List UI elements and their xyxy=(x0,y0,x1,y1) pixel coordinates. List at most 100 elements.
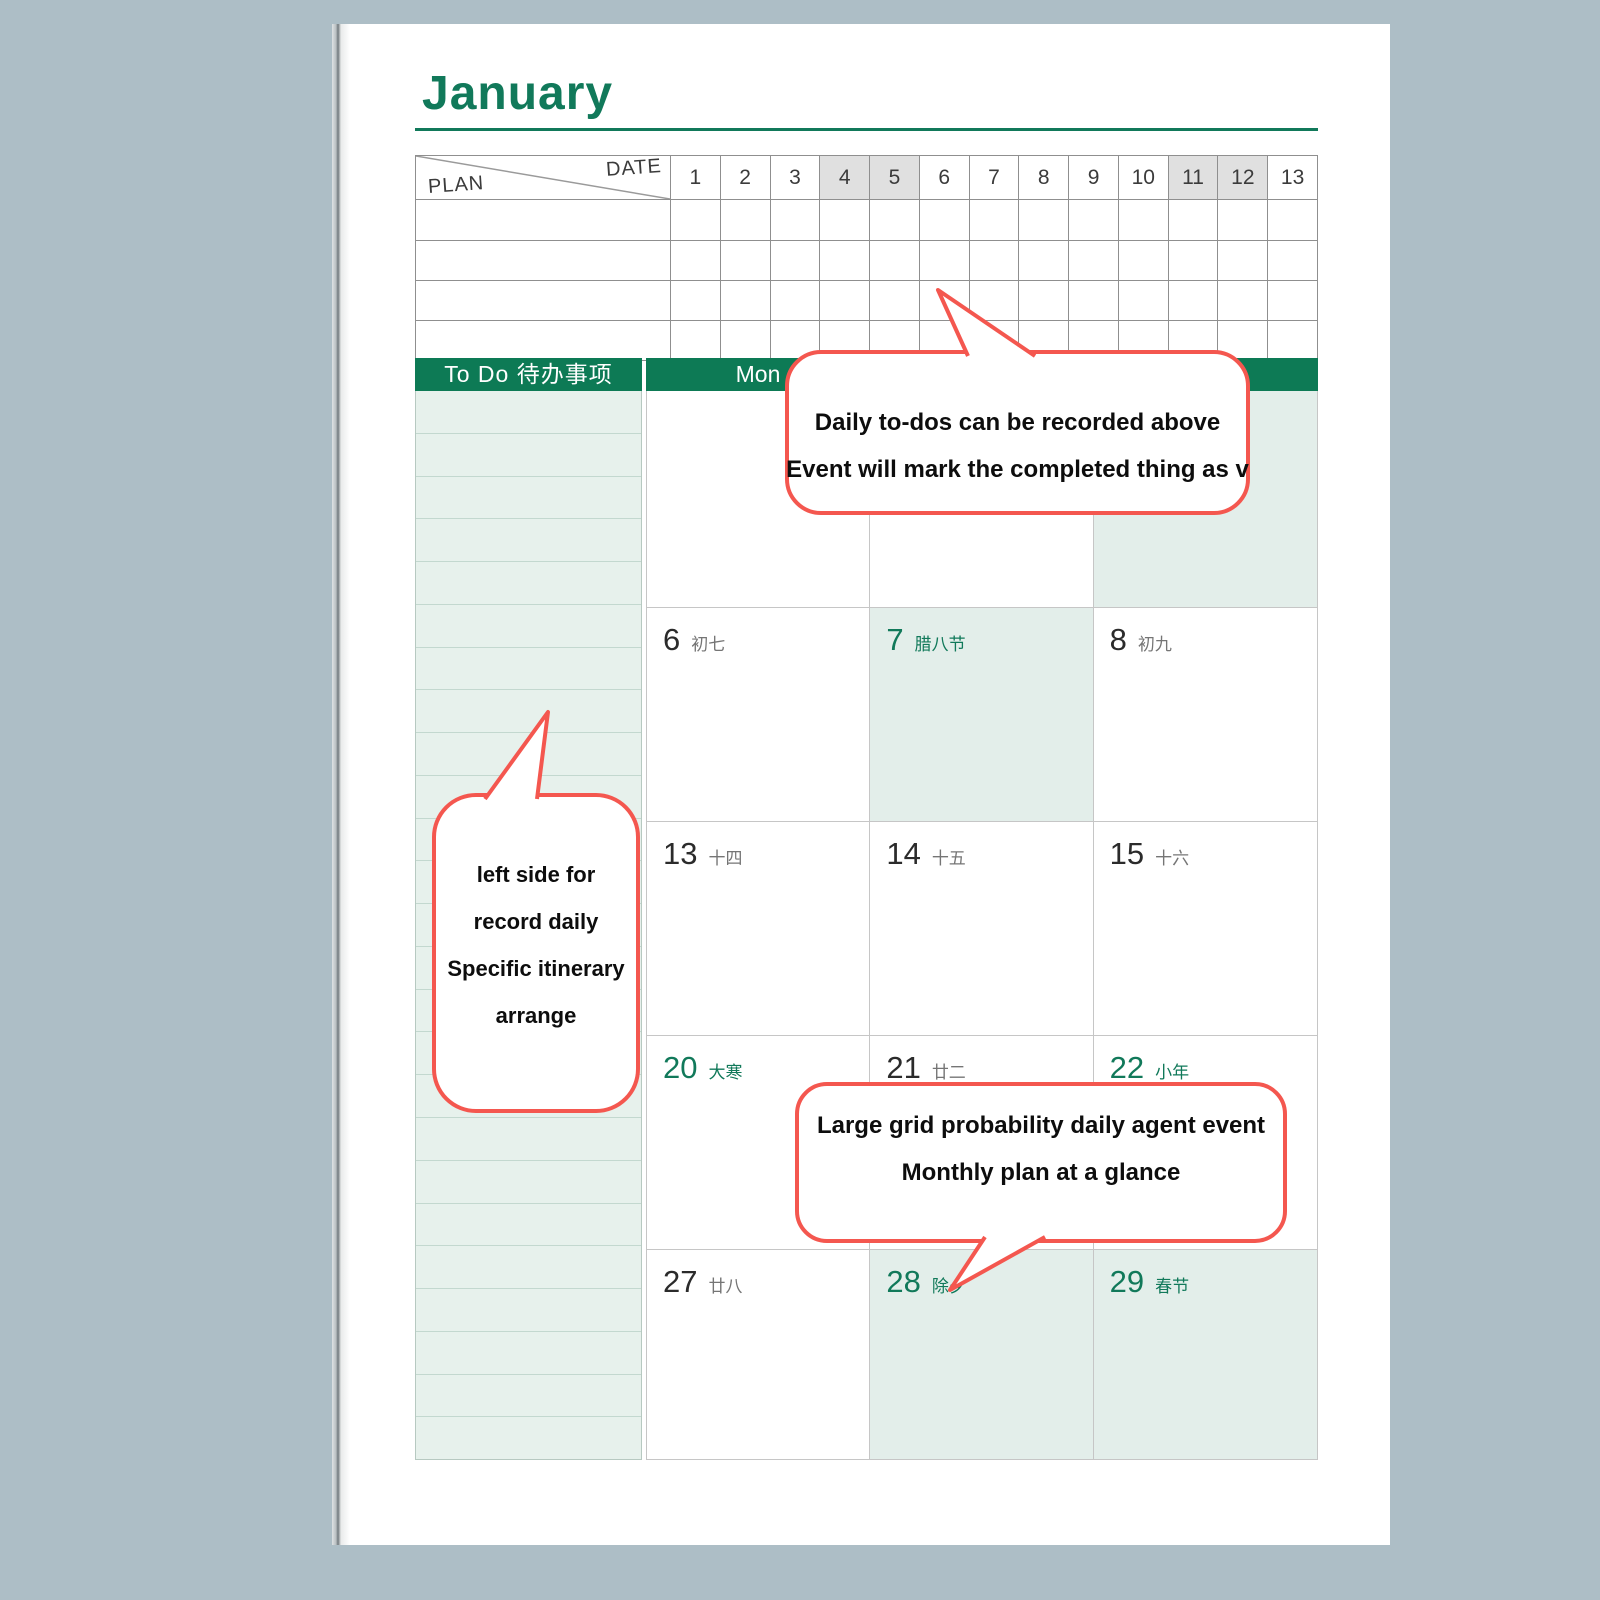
plan-check-cell xyxy=(869,320,919,360)
todo-row xyxy=(416,605,641,648)
todo-row xyxy=(416,1246,641,1290)
day-number: 22 xyxy=(1109,1050,1145,1085)
calendar-day-cell-27: 27 廿八 xyxy=(647,1250,871,1459)
plan-check-cell xyxy=(968,280,1019,320)
plan-row-label-cell xyxy=(416,320,670,360)
plan-check-cell xyxy=(1018,200,1068,240)
plan-check-cell xyxy=(1018,240,1069,280)
plan-row-label-cell xyxy=(416,200,670,240)
plan-check-cell xyxy=(968,240,1019,280)
plan-check-cell xyxy=(670,240,720,280)
lunar-label: 十五 xyxy=(931,849,966,868)
plan-date-13: 13 xyxy=(1267,156,1317,199)
lunar-label: 十六 xyxy=(1155,849,1190,868)
callout-text-line: left side for xyxy=(476,862,596,887)
plan-date-6: 6 xyxy=(918,156,969,199)
plan-check-cell xyxy=(1217,240,1268,280)
plan-check-cell xyxy=(819,240,870,280)
plan-check-cell xyxy=(1117,320,1168,360)
calendar-day-cell-14: 14 十五 xyxy=(870,822,1094,1036)
calendar-day-cell-13: 13 十四 xyxy=(647,822,871,1036)
plan-check-cell xyxy=(918,240,969,280)
plan-check-cell xyxy=(1068,320,1118,360)
todo-row xyxy=(416,1332,641,1375)
day-number: 13 xyxy=(663,836,698,871)
plan-date-4: 4 xyxy=(819,156,870,199)
callout-text-line: Monthly plan at a glance xyxy=(901,1159,1181,1186)
todo-row xyxy=(416,477,641,520)
plan-date-2: 2 xyxy=(719,156,770,199)
day-number: 15 xyxy=(1109,836,1145,871)
month-title: January xyxy=(422,67,614,120)
plan-date-8: 8 xyxy=(1018,156,1068,199)
calendar-day-cell-7: 7 腊八节 xyxy=(870,608,1094,822)
todo-row xyxy=(416,1118,641,1161)
plan-check-cell xyxy=(769,280,820,320)
plan-check-cell xyxy=(1167,320,1218,360)
callout-large-grid: Large grid probability daily agent event… xyxy=(795,1082,1287,1243)
plan-check-cell xyxy=(869,280,919,320)
todo-row xyxy=(416,519,641,563)
plan-check-cell xyxy=(1267,200,1317,240)
plan-check-cell xyxy=(819,320,870,360)
todo-row xyxy=(416,648,641,691)
plan-tracker-body xyxy=(416,200,1317,360)
plan-check-cell xyxy=(869,200,919,240)
callout-daily-todos: Daily to-dos can be recorded above Event… xyxy=(785,350,1250,515)
plan-check-cell xyxy=(769,240,820,280)
plan-check-cell xyxy=(1217,280,1268,320)
plan-check-cell xyxy=(968,200,1019,240)
plan-date-7: 7 xyxy=(968,156,1019,199)
day-number: 6 xyxy=(663,622,681,657)
todo-section-header: To Do 待办事项 xyxy=(415,358,642,391)
lunar-label: 小年 xyxy=(1155,1063,1190,1082)
callout-text-line: Specific itinerary xyxy=(447,956,625,981)
todo-section-label: To Do 待办事项 xyxy=(444,361,613,387)
calendar-day-cell-6: 6 初七 xyxy=(647,608,871,822)
day-number: 7 xyxy=(886,622,904,657)
title-underline xyxy=(415,128,1318,131)
plan-row-label-cell xyxy=(416,240,670,280)
todo-row xyxy=(416,1161,641,1204)
plan-row-label-cell xyxy=(416,280,670,320)
plan-check-cell xyxy=(819,280,870,320)
plan-date-12: 12 xyxy=(1217,156,1268,199)
todo-row xyxy=(416,434,641,477)
callout-text-line: arrange xyxy=(495,1003,577,1028)
lunar-label: 大寒 xyxy=(708,1063,743,1082)
plan-check-cell xyxy=(1167,200,1218,240)
plan-check-cell xyxy=(1167,280,1218,320)
plan-check-cell xyxy=(1068,200,1118,240)
plan-check-cell xyxy=(719,280,770,320)
day-number: 14 xyxy=(886,836,921,871)
calendar-day-cell-8: 8 初九 xyxy=(1093,608,1317,822)
planner-page: January DATE PLAN 1 2 3 4 5 6 7 8 9 10 11 12 13 To D… xyxy=(332,24,1390,1545)
plan-date-10: 10 xyxy=(1117,156,1168,199)
day-number: 21 xyxy=(886,1050,921,1085)
plan-tracker-table: DATE PLAN 1 2 3 4 5 6 7 8 9 10 11 12 13 xyxy=(415,155,1318,361)
plan-check-cell xyxy=(869,240,919,280)
page-spine-shadow xyxy=(332,24,350,1545)
callout-text-line: Daily to-dos can be recorded above xyxy=(814,409,1221,436)
plan-check-cell xyxy=(670,280,720,320)
plan-date-3: 3 xyxy=(769,156,820,199)
calendar-day-cell-29: 29 春节 xyxy=(1093,1250,1317,1459)
day-number: 20 xyxy=(663,1050,698,1085)
plan-check-cell xyxy=(1167,240,1218,280)
plan-date-1: 1 xyxy=(670,156,720,199)
plan-check-cell xyxy=(769,320,820,360)
plan-check-cell xyxy=(1267,320,1317,360)
day-number: 8 xyxy=(1109,622,1127,657)
todo-row xyxy=(416,562,641,605)
plan-check-cell xyxy=(1018,280,1069,320)
plan-check-cell xyxy=(670,320,720,360)
day-number: 27 xyxy=(663,1264,698,1299)
calendar-grid: 6 初七 7 腊八节 8 初九 13 十四 14 十五 15 十六 20 大寒 21 廿二 22 小年 27 廿八 28… xyxy=(646,391,1318,1460)
date-axis-label: DATE xyxy=(605,155,663,181)
lunar-label: 廿二 xyxy=(931,1063,966,1082)
plan-date-9: 9 xyxy=(1068,156,1118,199)
day-number: 28 xyxy=(886,1264,921,1299)
plan-check-cell xyxy=(1267,280,1317,320)
lunar-label: 春节 xyxy=(1155,1277,1190,1296)
lunar-label: 十四 xyxy=(708,849,743,868)
